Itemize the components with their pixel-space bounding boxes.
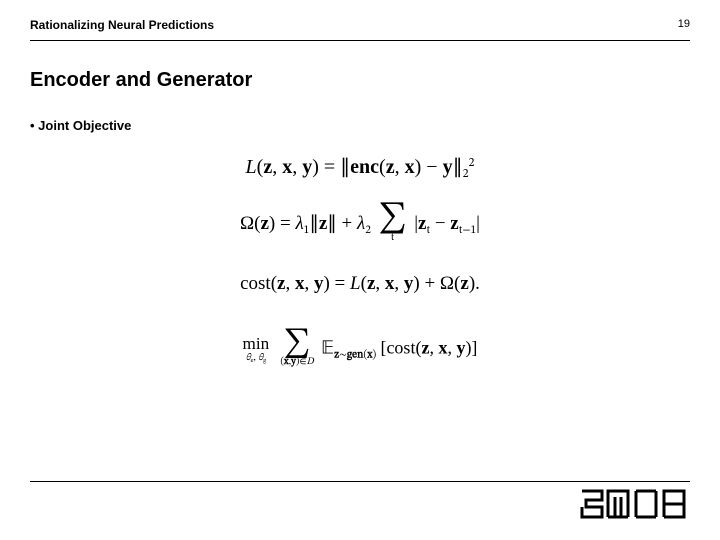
equation-cost: cost(z, x, y) = L(z, x, y) + Ω(z). <box>0 273 720 297</box>
eq1-enc: enc <box>350 156 379 178</box>
logo-icon <box>580 489 690 524</box>
footer-rule <box>30 481 690 482</box>
equation-objective: min θe, θg ∑ (x,y)∈D 𝔼z∼gen(x) [cost(z, … <box>0 330 720 369</box>
eq2-tm1: t−1 <box>459 224 476 236</box>
eq2-close: | <box>476 213 480 234</box>
header-title: Rationalizing Neural Predictions <box>30 18 214 32</box>
equation-loss: L(z, x, y) = ∥enc(z, x) − y∥22 <box>0 155 720 182</box>
bullet-joint-objective: Joint Objective <box>0 102 720 133</box>
equation-omega: Ω(z) = λ1∥z∥ + λ2 ∑ t |zt − zt−1| <box>0 204 720 245</box>
eq3-L: L <box>350 273 361 294</box>
page-number: 19 <box>678 18 690 30</box>
eq2-sum: ∑ t <box>378 204 406 245</box>
eq2-l2: 2 <box>365 224 371 236</box>
eq1-norm-sup: 2 <box>469 157 475 169</box>
eq4-min: min θe, θg <box>243 334 270 366</box>
eq1-L: L <box>246 156 257 178</box>
slide-header: Rationalizing Neural Predictions 19 <box>0 0 720 40</box>
eq4-sum: ∑ (x,y)∈D <box>280 330 313 369</box>
eq1-norm-sub: 2 <box>463 168 469 180</box>
section-title: Encoder and Generator <box>0 41 720 102</box>
equations-block: L(z, x, y) = ∥enc(z, x) − y∥22 Ω(z) = λ1… <box>0 133 720 369</box>
eq3-cost: cost <box>240 273 271 294</box>
